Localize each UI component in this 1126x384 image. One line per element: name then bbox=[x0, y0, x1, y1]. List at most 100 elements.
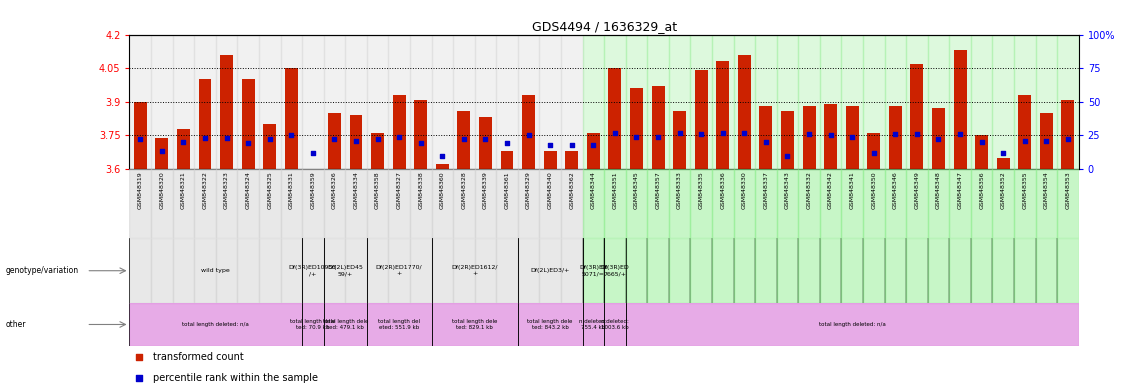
Text: GSM848327: GSM848327 bbox=[396, 171, 402, 209]
Point bbox=[347, 138, 365, 144]
Point bbox=[627, 134, 645, 140]
Bar bbox=[690, 169, 712, 238]
Bar bbox=[216, 35, 238, 169]
Point bbox=[822, 132, 840, 139]
Bar bbox=[177, 129, 190, 169]
Bar bbox=[414, 99, 427, 169]
Bar bbox=[949, 169, 971, 238]
Text: GSM848360: GSM848360 bbox=[440, 171, 445, 209]
Bar bbox=[888, 106, 902, 169]
Text: GSM848336: GSM848336 bbox=[721, 171, 725, 209]
Bar bbox=[867, 133, 881, 169]
Bar bbox=[841, 238, 863, 303]
Point bbox=[1016, 138, 1034, 144]
Text: GSM848332: GSM848332 bbox=[806, 171, 812, 209]
Bar bbox=[885, 238, 906, 303]
Text: Df(2L)ED3/+: Df(2L)ED3/+ bbox=[530, 268, 570, 273]
Bar bbox=[372, 133, 384, 169]
Bar bbox=[738, 55, 751, 169]
Bar bbox=[198, 79, 212, 169]
Bar bbox=[949, 35, 971, 169]
Text: GSM848321: GSM848321 bbox=[181, 171, 186, 209]
Bar bbox=[518, 238, 539, 303]
Bar bbox=[669, 238, 690, 303]
Text: total length deleted: n/a: total length deleted: n/a bbox=[182, 322, 249, 327]
Bar bbox=[431, 169, 453, 238]
Point bbox=[973, 139, 991, 145]
Text: GSM848324: GSM848324 bbox=[245, 171, 251, 209]
Bar bbox=[756, 35, 777, 169]
Bar bbox=[457, 111, 471, 169]
Bar bbox=[777, 238, 798, 303]
Bar bbox=[824, 104, 837, 169]
Bar bbox=[992, 169, 1015, 238]
Bar bbox=[777, 35, 798, 169]
Bar bbox=[280, 238, 302, 303]
Bar bbox=[928, 238, 949, 303]
Bar bbox=[759, 106, 772, 169]
Bar bbox=[1015, 35, 1036, 169]
Bar bbox=[539, 35, 561, 169]
Point bbox=[843, 134, 861, 140]
Point bbox=[283, 132, 301, 139]
Text: total length dele
ted: 70.9 kb: total length dele ted: 70.9 kb bbox=[291, 319, 336, 330]
Bar bbox=[323, 238, 346, 303]
Text: GSM848357: GSM848357 bbox=[655, 171, 661, 209]
Text: Df(2L)ED45
59/+: Df(2L)ED45 59/+ bbox=[328, 265, 364, 276]
Text: total length deleted: n/a: total length deleted: n/a bbox=[819, 322, 886, 327]
Bar bbox=[518, 169, 539, 238]
Bar bbox=[501, 151, 513, 169]
Bar bbox=[712, 169, 733, 238]
Point bbox=[304, 150, 322, 156]
Bar bbox=[238, 35, 259, 169]
Point bbox=[217, 135, 235, 141]
Bar bbox=[151, 238, 172, 303]
Bar bbox=[820, 238, 841, 303]
Bar bbox=[781, 111, 794, 169]
Bar bbox=[497, 238, 518, 303]
Text: GSM848359: GSM848359 bbox=[311, 171, 315, 209]
Bar bbox=[1036, 238, 1057, 303]
Bar bbox=[388, 35, 410, 169]
Text: GSM848348: GSM848348 bbox=[936, 171, 941, 209]
Point bbox=[542, 142, 560, 148]
Bar bbox=[561, 169, 582, 238]
Text: GSM848354: GSM848354 bbox=[1044, 171, 1048, 209]
Text: GSM848349: GSM848349 bbox=[914, 171, 920, 209]
Bar bbox=[1036, 169, 1057, 238]
Point bbox=[455, 136, 473, 142]
Title: GDS4494 / 1636329_at: GDS4494 / 1636329_at bbox=[531, 20, 677, 33]
Bar bbox=[712, 238, 733, 303]
Text: GSM848347: GSM848347 bbox=[957, 171, 963, 209]
Point bbox=[692, 131, 711, 137]
Point bbox=[563, 142, 581, 148]
Bar bbox=[410, 238, 431, 303]
Bar bbox=[604, 35, 626, 169]
Bar bbox=[587, 133, 600, 169]
Text: GSM848344: GSM848344 bbox=[591, 171, 596, 209]
Text: GSM848329: GSM848329 bbox=[526, 171, 531, 209]
Bar bbox=[756, 238, 777, 303]
Text: GSM848326: GSM848326 bbox=[332, 171, 337, 209]
Text: GSM848358: GSM848358 bbox=[375, 171, 381, 209]
Bar bbox=[346, 35, 367, 169]
Bar bbox=[280, 35, 302, 169]
Bar bbox=[928, 169, 949, 238]
Point bbox=[994, 150, 1012, 156]
Text: n deleted:
1003.6 kb: n deleted: 1003.6 kb bbox=[601, 319, 628, 330]
Text: GSM848353: GSM848353 bbox=[1065, 171, 1071, 209]
Bar bbox=[647, 169, 669, 238]
Text: GSM848362: GSM848362 bbox=[570, 171, 574, 209]
Bar bbox=[885, 35, 906, 169]
Bar bbox=[971, 238, 992, 303]
Bar bbox=[544, 151, 556, 169]
Bar bbox=[172, 238, 194, 303]
Text: GSM848355: GSM848355 bbox=[1022, 171, 1027, 209]
Bar bbox=[388, 238, 410, 303]
Text: GSM848343: GSM848343 bbox=[785, 171, 790, 209]
Bar bbox=[582, 238, 604, 303]
Bar bbox=[820, 169, 841, 238]
Bar bbox=[992, 238, 1015, 303]
Bar bbox=[777, 169, 798, 238]
Bar bbox=[216, 169, 238, 238]
